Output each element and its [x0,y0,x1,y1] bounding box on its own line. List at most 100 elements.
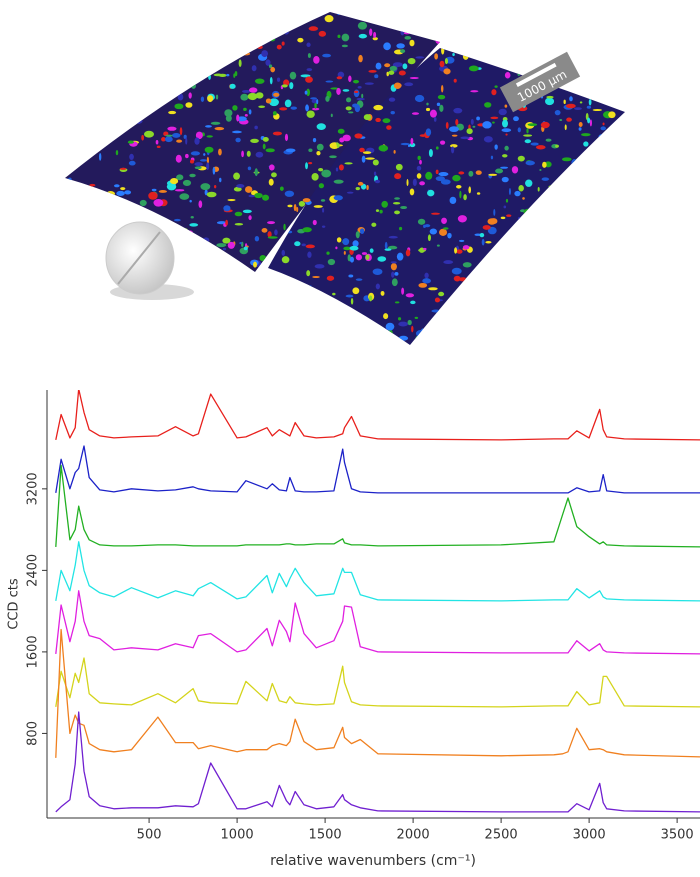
speck [297,38,303,43]
speck [220,286,228,294]
speck [143,311,149,317]
speck [580,38,586,43]
speck [592,40,598,46]
speck [616,252,623,257]
speck [379,145,389,152]
x-tick-label: 1000 [221,828,254,843]
speck [518,217,521,220]
speck [560,293,562,299]
speck [254,308,262,314]
speck [395,301,399,303]
speck [390,66,397,71]
speck [542,177,549,180]
speck [200,54,207,56]
speck [306,292,316,300]
speck [556,284,564,287]
speck [411,326,413,333]
speck [603,330,611,335]
speck [619,320,627,328]
speck [67,177,72,184]
spectrum-line [56,658,700,707]
speck [67,209,75,214]
speck [273,111,277,115]
speck [499,109,507,115]
speck [566,248,568,251]
speck [383,42,391,50]
speck [610,198,613,203]
speck [562,157,572,161]
speck [80,344,83,347]
speck [488,174,497,176]
speck [60,291,66,296]
speck [128,89,132,96]
speck [211,55,219,57]
speck [568,169,572,174]
speck [539,243,545,248]
speck [85,100,92,104]
speck [549,230,553,233]
speck [342,238,349,245]
speck [219,178,221,182]
speck [205,147,214,153]
speck [423,248,426,250]
speck [319,325,324,329]
speck [122,299,125,302]
speck [115,341,118,345]
speck [200,73,205,77]
speck [588,298,596,301]
speck [611,258,616,266]
speck [82,154,87,156]
speck [404,23,413,29]
speck [440,318,449,322]
speck [160,328,168,332]
speck [165,16,170,20]
speck [320,329,329,337]
speck [501,217,506,219]
speck [65,86,68,88]
speck [445,58,448,64]
speck [326,251,329,254]
speck [458,215,467,222]
speck [358,86,362,89]
speck [312,173,319,181]
speck [356,98,364,100]
speck [413,179,417,186]
speck [522,197,525,200]
speck [443,327,447,333]
speck [254,193,263,198]
speck [238,45,244,47]
speck [601,86,609,94]
speck [512,236,521,241]
speck [90,304,96,310]
speck [385,242,388,250]
speck [452,268,462,275]
speck [593,230,598,237]
speck [91,137,98,143]
speck [391,261,397,263]
speck [228,311,232,319]
speck [482,121,491,128]
speck [110,298,115,302]
speck [133,209,137,211]
speck [316,322,322,329]
speck [532,12,535,16]
speck [191,151,200,155]
speck [430,110,437,118]
speck [397,253,404,261]
speck [222,261,228,266]
speck [544,23,547,28]
speck [82,330,88,334]
speck [375,118,381,122]
speck [598,134,606,140]
speck [93,324,97,331]
speck [251,303,253,305]
speck [98,141,101,148]
speck [627,71,630,75]
speck [211,122,221,125]
speck [454,79,457,83]
speck [342,340,346,348]
speck [107,117,112,123]
speck [606,322,613,327]
speck [282,9,288,14]
speck [424,273,428,279]
